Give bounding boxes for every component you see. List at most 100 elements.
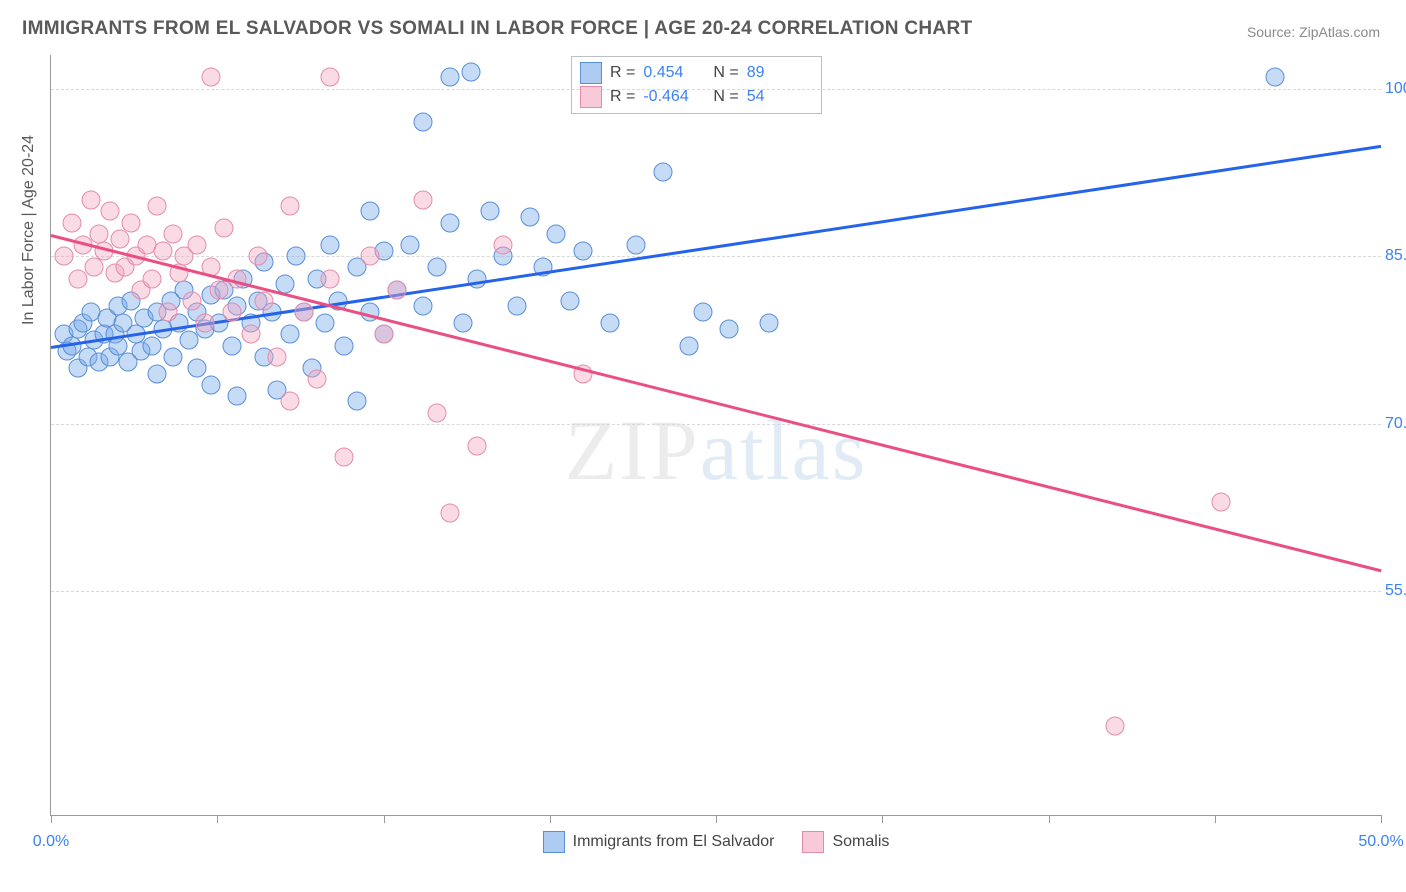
data-point xyxy=(201,68,220,87)
data-point xyxy=(188,358,207,377)
data-point xyxy=(427,403,446,422)
x-tick xyxy=(550,815,551,823)
data-point xyxy=(693,303,712,322)
data-point xyxy=(201,375,220,394)
y-tick-label: 70.0% xyxy=(1385,415,1406,433)
data-point xyxy=(361,247,380,266)
data-point xyxy=(467,437,486,456)
source-label: Source: ZipAtlas.com xyxy=(1247,24,1380,40)
data-point xyxy=(84,258,103,277)
data-point xyxy=(653,163,672,182)
data-point xyxy=(427,258,446,277)
data-point xyxy=(148,196,167,215)
legend-label: Somalis xyxy=(832,833,889,851)
data-point xyxy=(720,319,739,338)
x-tick xyxy=(716,815,717,823)
y-axis-label: In Labor Force | Age 20-24 xyxy=(20,135,38,325)
data-point xyxy=(63,213,82,232)
trend-line xyxy=(51,144,1381,348)
data-point xyxy=(414,113,433,132)
data-point xyxy=(374,325,393,344)
data-point xyxy=(222,303,241,322)
data-point xyxy=(441,68,460,87)
swatch-blue-icon xyxy=(543,831,565,853)
data-point xyxy=(222,336,241,355)
data-point xyxy=(241,325,260,344)
data-point xyxy=(520,208,539,227)
data-point xyxy=(321,68,340,87)
r-value: 0.454 xyxy=(643,64,699,82)
x-tick xyxy=(1215,815,1216,823)
data-point xyxy=(467,269,486,288)
data-point xyxy=(680,336,699,355)
r-label: R = xyxy=(610,64,635,82)
data-point xyxy=(308,370,327,389)
data-point xyxy=(547,224,566,243)
gridline xyxy=(51,424,1381,425)
legend-label: Immigrants from El Salvador xyxy=(573,833,775,851)
data-point xyxy=(148,364,167,383)
scatter-plot-area: ZIPatlas R = 0.454 N = 89 R = -0.464 N =… xyxy=(50,55,1381,816)
x-tick xyxy=(1381,815,1382,823)
x-tick xyxy=(51,815,52,823)
data-point xyxy=(1212,493,1231,512)
data-point xyxy=(361,202,380,221)
data-point xyxy=(281,392,300,411)
n-label: N = xyxy=(713,88,738,106)
data-point xyxy=(143,269,162,288)
data-point xyxy=(268,347,287,366)
data-point xyxy=(401,236,420,255)
gridline xyxy=(51,89,1381,90)
gridline xyxy=(51,591,1381,592)
data-point xyxy=(249,247,268,266)
data-point xyxy=(228,386,247,405)
data-point xyxy=(214,219,233,238)
data-point xyxy=(494,236,513,255)
trend-line xyxy=(51,234,1382,572)
data-point xyxy=(441,213,460,232)
x-tick xyxy=(882,815,883,823)
data-point xyxy=(164,347,183,366)
data-point xyxy=(462,62,481,81)
data-point xyxy=(760,314,779,333)
x-tick-label: 0.0% xyxy=(33,833,69,851)
data-point xyxy=(164,224,183,243)
data-point xyxy=(81,191,100,210)
x-tick xyxy=(384,815,385,823)
y-tick-label: 85.0% xyxy=(1385,247,1406,265)
data-point xyxy=(1265,68,1284,87)
data-point xyxy=(454,314,473,333)
data-point xyxy=(143,336,162,355)
data-point xyxy=(281,196,300,215)
watermark: ZIPatlas xyxy=(565,400,868,500)
data-point xyxy=(294,303,313,322)
x-tick xyxy=(1049,815,1050,823)
data-point xyxy=(507,297,526,316)
data-point xyxy=(347,392,366,411)
data-point xyxy=(627,236,646,255)
correlation-stats-box: R = 0.454 N = 89 R = -0.464 N = 54 xyxy=(571,56,822,114)
legend-item-somalis: Somalis xyxy=(802,831,889,853)
data-point xyxy=(209,280,228,299)
data-point xyxy=(182,291,201,310)
data-point xyxy=(281,325,300,344)
data-point xyxy=(121,213,140,232)
r-value: -0.464 xyxy=(643,88,699,106)
series-legend: Immigrants from El Salvador Somalis xyxy=(51,831,1381,853)
data-point xyxy=(153,241,172,260)
data-point xyxy=(159,303,178,322)
data-point xyxy=(441,504,460,523)
x-tick-label: 50.0% xyxy=(1358,833,1403,851)
data-point xyxy=(100,202,119,221)
data-point xyxy=(196,314,215,333)
data-point xyxy=(574,241,593,260)
data-point xyxy=(560,291,579,310)
chart-title: IMMIGRANTS FROM EL SALVADOR VS SOMALI IN… xyxy=(22,18,972,40)
data-point xyxy=(188,236,207,255)
data-point xyxy=(414,297,433,316)
data-point xyxy=(254,291,273,310)
swatch-blue-icon xyxy=(580,62,602,84)
data-point xyxy=(55,247,74,266)
data-point xyxy=(286,247,305,266)
data-point xyxy=(387,280,406,299)
